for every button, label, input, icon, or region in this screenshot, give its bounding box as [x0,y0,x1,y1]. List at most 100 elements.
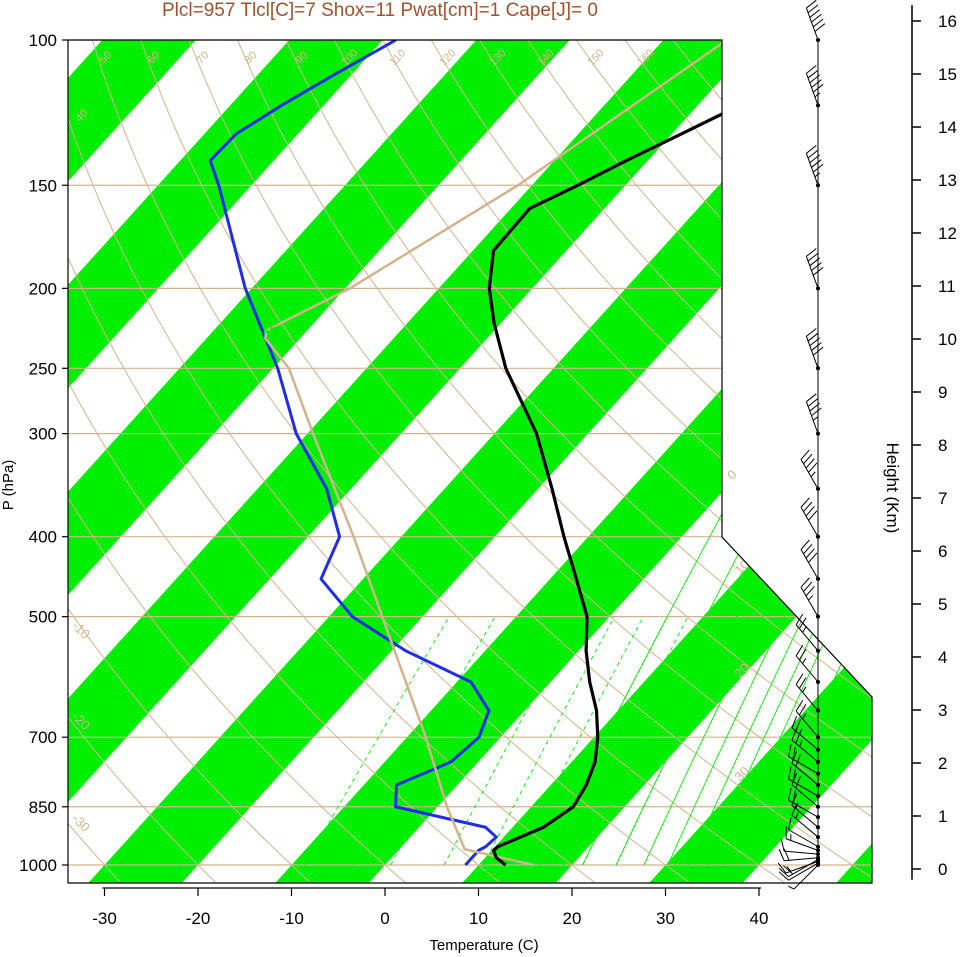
wind-barb-feather [805,548,815,559]
wind-barb-feather [803,581,813,592]
wind-barb-dot [816,679,820,684]
wind-barb [795,644,820,684]
wind-barb-feather [806,328,817,337]
wind-barb-feather [795,812,799,819]
wind-barb-dot [816,286,820,291]
wind-barb-shaft [788,778,819,797]
wind-barb-feather [795,776,801,789]
mixing-ratio-line [443,616,579,866]
wind-barb-feather [792,746,796,760]
wind-barb-shaft [784,850,819,855]
wind-barb-feather [795,673,804,685]
x-tick-label: -10 [279,909,304,928]
wind-barb-feather [799,728,803,735]
wind-barb-shaft [800,459,819,490]
wind-barb [805,393,822,436]
wind-barb-feather [811,79,822,88]
pressure-axis: 100 150 200 250 300 400 500 700 850 1000 [19,31,68,875]
wind-barb-dot [816,794,820,799]
wind-barb [800,449,820,491]
height-tick-label: 13 [938,171,957,190]
wind-barb-feather [808,510,818,521]
wind-barb-feather [806,145,817,154]
x-tick-label: -30 [92,909,117,928]
wind-barb-dot [816,614,820,619]
dry-adiabat [188,40,872,883]
wind-barb-feather [809,402,821,412]
wind-barb-feather [795,613,804,626]
wind-barb-feather [795,754,801,767]
pressure-tick-label: 250 [29,359,57,378]
wind-barb [795,613,820,653]
wind-barb-feather [812,266,824,276]
wind-barb-shaft [791,814,819,838]
wind-barb-dot [816,855,820,860]
mixing-ratio-label: 24 [441,321,455,336]
wind-barb-feather [791,715,798,729]
wind-barb-feather [811,159,822,168]
wind-barb-feather [791,772,798,786]
wind-barb-shaft [788,756,819,775]
pressure-tick-label: 300 [29,425,57,444]
mixing-ratio-line [390,616,530,866]
dry-adiabat [68,40,311,883]
dry-adiabat [333,40,872,883]
dewpoint-line [208,40,498,867]
wind-barb-feather [812,416,819,421]
wind-barb-shaft [788,859,819,878]
wind-barb-feather [807,252,819,262]
temperature-line [487,40,867,867]
height-tick-label: 16 [938,12,957,31]
wind-barb-shaft [795,624,819,652]
wind-barb-shaft [805,73,819,106]
wind-barb-dot [816,576,820,581]
height-tick-label: 3 [938,701,947,720]
parcel-profile [264,40,728,867]
pressure-tick-label: 400 [29,528,57,547]
x-axis-title: Temperature (C) [429,937,538,954]
wind-barb-feather [807,69,819,79]
isotherm-band [68,40,774,883]
mixing-ratio-label: 32 [650,321,664,336]
wind-barb [800,577,820,619]
wind-barb-feather [777,862,787,874]
wind-barb [805,248,824,291]
wind-barb-feather [802,686,807,693]
wind-barb-feather [814,172,821,178]
parcel-line [264,40,728,867]
wind-barb-dot [816,431,820,436]
wind-barb [800,539,820,581]
wind-barb-feather [792,769,796,782]
theta-label: 110 [387,47,408,68]
x-tick-label: 0 [380,909,389,928]
wind-barb-feather [806,393,817,403]
height-tick-label: 12 [938,224,957,243]
wind-barb-dot [816,835,820,840]
pressure-tick-label: 700 [29,728,57,747]
mixing-ratio-line [482,616,615,866]
wind-barb [791,715,820,752]
wind-barb-shaft [791,762,819,786]
wind-barb-feather [805,458,815,469]
wind-barb-feather [808,595,814,601]
wind-barb-feather [806,0,817,9]
wind-barb-feather [778,848,785,861]
theta-label: 80 [242,49,259,66]
wind-barb-feather [795,802,799,809]
mixing-ratio-label: 16 [263,321,277,336]
pressure-tick-label: 150 [29,176,57,195]
wind-barb-shaft [805,401,819,434]
wind-barb-shaft [785,838,819,851]
wind-barb-feather [809,257,821,267]
wind-barb-dot [816,844,820,849]
wind-barb-dot [816,38,820,42]
mixing-ratio-line [540,616,668,866]
wind-barb-shaft [791,727,819,751]
wind-barb-feather [791,803,798,816]
wind-barb [788,817,820,849]
wind-barb-dot [816,648,820,653]
wind-barb-feather [798,703,807,716]
dry-adiabat [430,40,872,883]
wind-barb-dot [816,848,820,853]
